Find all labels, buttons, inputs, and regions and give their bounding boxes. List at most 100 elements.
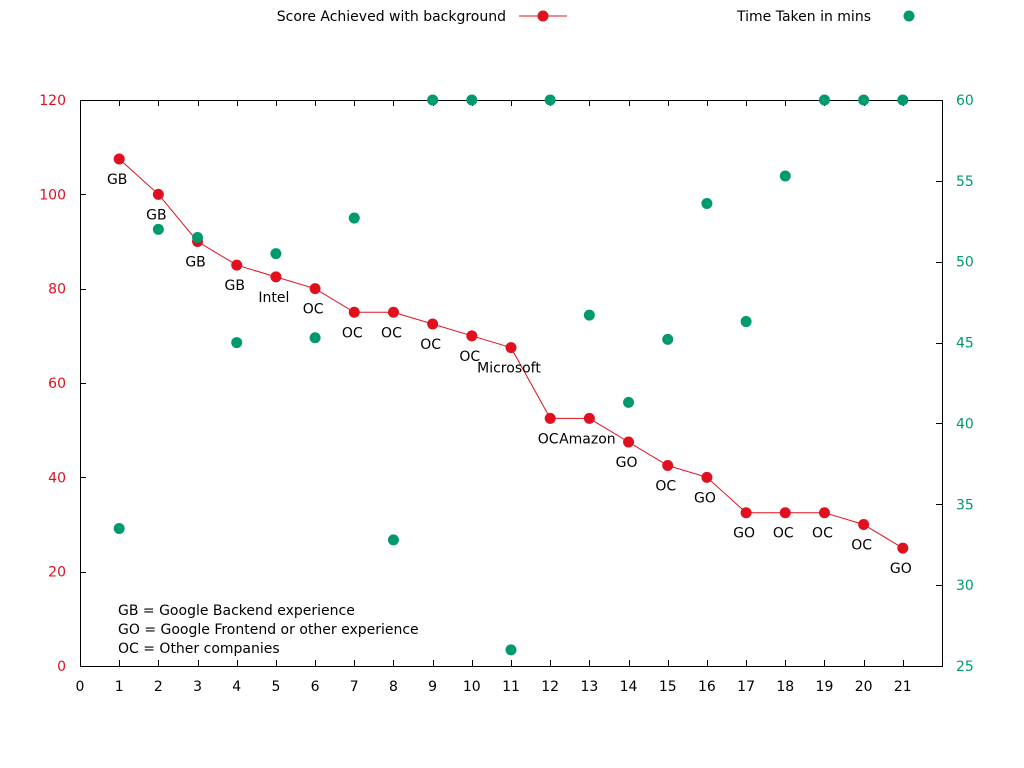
time-point [740, 316, 752, 328]
note-go: GO = Google Frontend or other experience [118, 622, 419, 638]
time-point [466, 94, 478, 106]
time-point [897, 94, 909, 106]
legend-marker-score [537, 10, 549, 22]
x-tick-label: 11 [502, 679, 520, 695]
point-label: OC [773, 526, 794, 542]
point-label: GO [616, 455, 638, 471]
y-axis-right: 25 30 35 40 45 50 55 60 [936, 93, 974, 675]
x-tick-label: 10 [463, 679, 481, 695]
point-label: GB [225, 278, 245, 294]
point-label: Intel [258, 290, 289, 306]
y-tick-label: 20 [48, 565, 66, 581]
time-point [192, 231, 204, 243]
score-point [818, 507, 830, 519]
time-point [779, 170, 791, 182]
y-tick-label: 120 [39, 93, 66, 109]
time-point [505, 644, 517, 656]
point-label: OC [459, 349, 480, 365]
point-label: OC [342, 325, 363, 341]
x-tick-label: 0 [76, 679, 85, 695]
time-point [701, 197, 713, 209]
time-point [348, 212, 360, 224]
time-point [544, 94, 556, 106]
score-point [309, 283, 321, 295]
y2-tick-label: 55 [956, 174, 974, 190]
score-point [152, 188, 164, 200]
series-time [113, 94, 909, 656]
point-label: OC [303, 302, 324, 318]
x-tick-label: 7 [350, 679, 359, 695]
x-tick-label: 21 [894, 679, 912, 695]
x-tick-label: 2 [154, 679, 163, 695]
legend-label-score: Score Achieved with background [277, 9, 506, 25]
point-label: OC [538, 431, 559, 447]
x-tick-label: 17 [737, 679, 755, 695]
legend-label-time: Time Taken in mins [736, 9, 871, 25]
score-point [113, 153, 125, 165]
y-tick-label: 60 [48, 376, 66, 392]
score-point [858, 519, 870, 530]
score-point [505, 342, 517, 354]
x-tick-label: 1 [115, 679, 124, 695]
plot-frame [80, 100, 943, 667]
point-label: Microsoft [477, 361, 541, 377]
y2-tick-label: 50 [956, 255, 974, 271]
score-point [387, 306, 399, 318]
score-line [118, 158, 904, 549]
time-point [623, 396, 635, 408]
score-point [740, 507, 752, 519]
point-label: GB [107, 172, 127, 188]
legend-marker-time [903, 10, 915, 22]
y-tick-label: 0 [57, 659, 66, 675]
x-tick-label: 4 [232, 679, 241, 695]
x-tick-label: 5 [271, 679, 280, 695]
point-label: GO [694, 490, 716, 506]
y2-tick-label: 30 [956, 578, 974, 594]
x-tick-label: 9 [428, 679, 437, 695]
score-point [231, 259, 243, 271]
note-oc: OC = Other companies [118, 641, 280, 657]
point-label: OC [812, 526, 833, 542]
point-label: GO [733, 526, 755, 542]
abbreviation-notes: GB = Google Backend experience GO = Goog… [118, 603, 419, 657]
y2-tick-label: 25 [956, 659, 974, 675]
x-tick-label: 15 [659, 679, 677, 695]
time-point [858, 94, 870, 106]
time-point [270, 248, 282, 260]
y-tick-label: 100 [39, 187, 66, 203]
time-point [309, 332, 321, 344]
score-point [583, 412, 595, 424]
score-point [623, 436, 635, 448]
score-point [897, 542, 909, 554]
time-point [818, 94, 830, 106]
point-label: OC [381, 325, 402, 341]
y2-tick-label: 35 [956, 497, 974, 513]
x-tick-label: 14 [620, 679, 638, 695]
point-label: OC [420, 337, 441, 353]
x-axis: 0 1 2 3 4 5 6 7 8 9 10 11 12 13 14 15 16 17 18 19 20 21 [76, 100, 912, 695]
point-label: OC [655, 479, 676, 495]
score-point [466, 330, 478, 342]
note-gb: GB = Google Backend experience [118, 603, 355, 619]
x-tick-label: 20 [855, 679, 873, 695]
score-point [427, 318, 439, 330]
time-point [583, 309, 595, 321]
x-tick-label: 3 [193, 679, 202, 695]
score-point [701, 471, 713, 483]
score-point [662, 460, 674, 472]
x-tick-label: 16 [698, 679, 716, 695]
y-tick-label: 80 [48, 282, 66, 298]
time-point [231, 337, 243, 349]
x-tick-label: 19 [816, 679, 834, 695]
point-label: Amazon [559, 431, 616, 447]
time-point [387, 534, 399, 546]
series-score [113, 153, 909, 554]
y-axis-left: 0 20 40 60 80 100 120 [39, 93, 86, 675]
point-label: GB [185, 255, 205, 271]
x-tick-label: 18 [776, 679, 794, 695]
score-point [348, 306, 360, 318]
x-tick-label: 6 [311, 679, 320, 695]
score-point [544, 412, 556, 424]
